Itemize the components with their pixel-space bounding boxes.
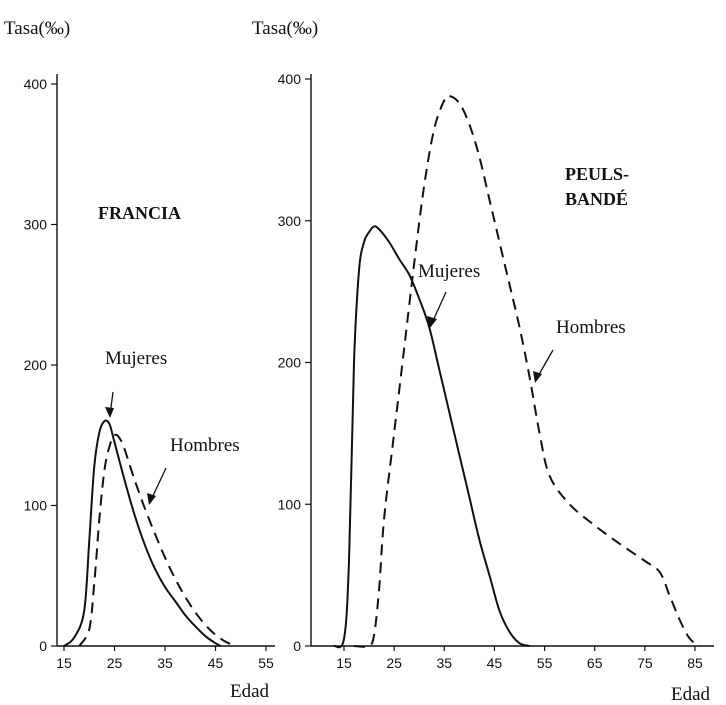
ticks-peuls: 0 100 200 300 400 15 25 35 45 55 65 75 85 [278,71,703,671]
y-tick-label: 0 [293,638,301,654]
x-axis-label-peuls: Edad [671,684,711,705]
y-tick-label: 300 [24,217,48,233]
y-tick-label: 100 [24,498,48,514]
x-tick-label: 55 [537,655,553,671]
x-tick-label: 15 [336,655,352,671]
x-tick-label: 25 [107,655,123,671]
arrow-hombres-france [150,467,167,501]
x-tick-label: 75 [637,655,653,671]
chart-title-peuls-line2: BANDÉ [565,188,628,209]
annotation-mujeres-france: Mujeres [105,348,167,369]
arrow-hombres-peuls-head [533,371,542,383]
y-tick-label: 0 [39,638,47,654]
y-tick-label: 400 [278,71,302,87]
x-tick-label: 55 [258,655,274,671]
annotation-hombres-france: Hombres [170,435,240,456]
chart-peuls-bande: Tasa(‰) PEULS- BANDÉ 0 100 200 300 400 15 25 35… [252,18,714,705]
y-tick-label: 100 [278,496,302,512]
x-tick-label: 65 [587,655,603,671]
chart-title-france: FRANCIA [98,203,181,223]
ticks-france: 0 100 200 300 400 15 25 35 45 55 [24,76,274,671]
chart-title-peuls-line1: PEULS- [565,164,629,184]
arrow-hombres-france-head [147,493,156,505]
y-tick-label: 200 [24,357,48,373]
y-tick-label: 300 [278,213,302,229]
x-tick-label: 15 [56,655,72,671]
series-line-mujeres-france [63,419,222,647]
series-line-hombres-peuls [353,94,701,648]
arrow-mujeres-peuls [431,291,447,324]
arrow-mujeres-peuls-head [427,316,437,328]
x-tick-label: 45 [208,655,224,671]
arrow-mujeres-france-head [105,407,114,418]
annotation-mujeres-peuls: Mujeres [418,261,480,282]
y-axis-label-peuls: Tasa(‰) [252,18,318,39]
x-tick-label: 35 [157,655,173,671]
x-tick-label: 85 [687,655,703,671]
series-line-hombres-france [78,433,237,647]
y-tick-label: 400 [24,76,48,92]
lines-peuls [333,94,701,649]
series-line-mujeres-peuls [333,225,530,649]
y-tick-label: 200 [278,355,302,371]
x-tick-label: 35 [436,655,452,671]
y-axis-label-france: Tasa(‰) [4,18,70,39]
x-tick-label: 25 [386,655,402,671]
x-axis-label-france: Edad [230,681,270,702]
x-tick-label: 45 [487,655,503,671]
annotation-hombres-peuls: Hombres [556,317,626,338]
lines-france [63,419,237,647]
